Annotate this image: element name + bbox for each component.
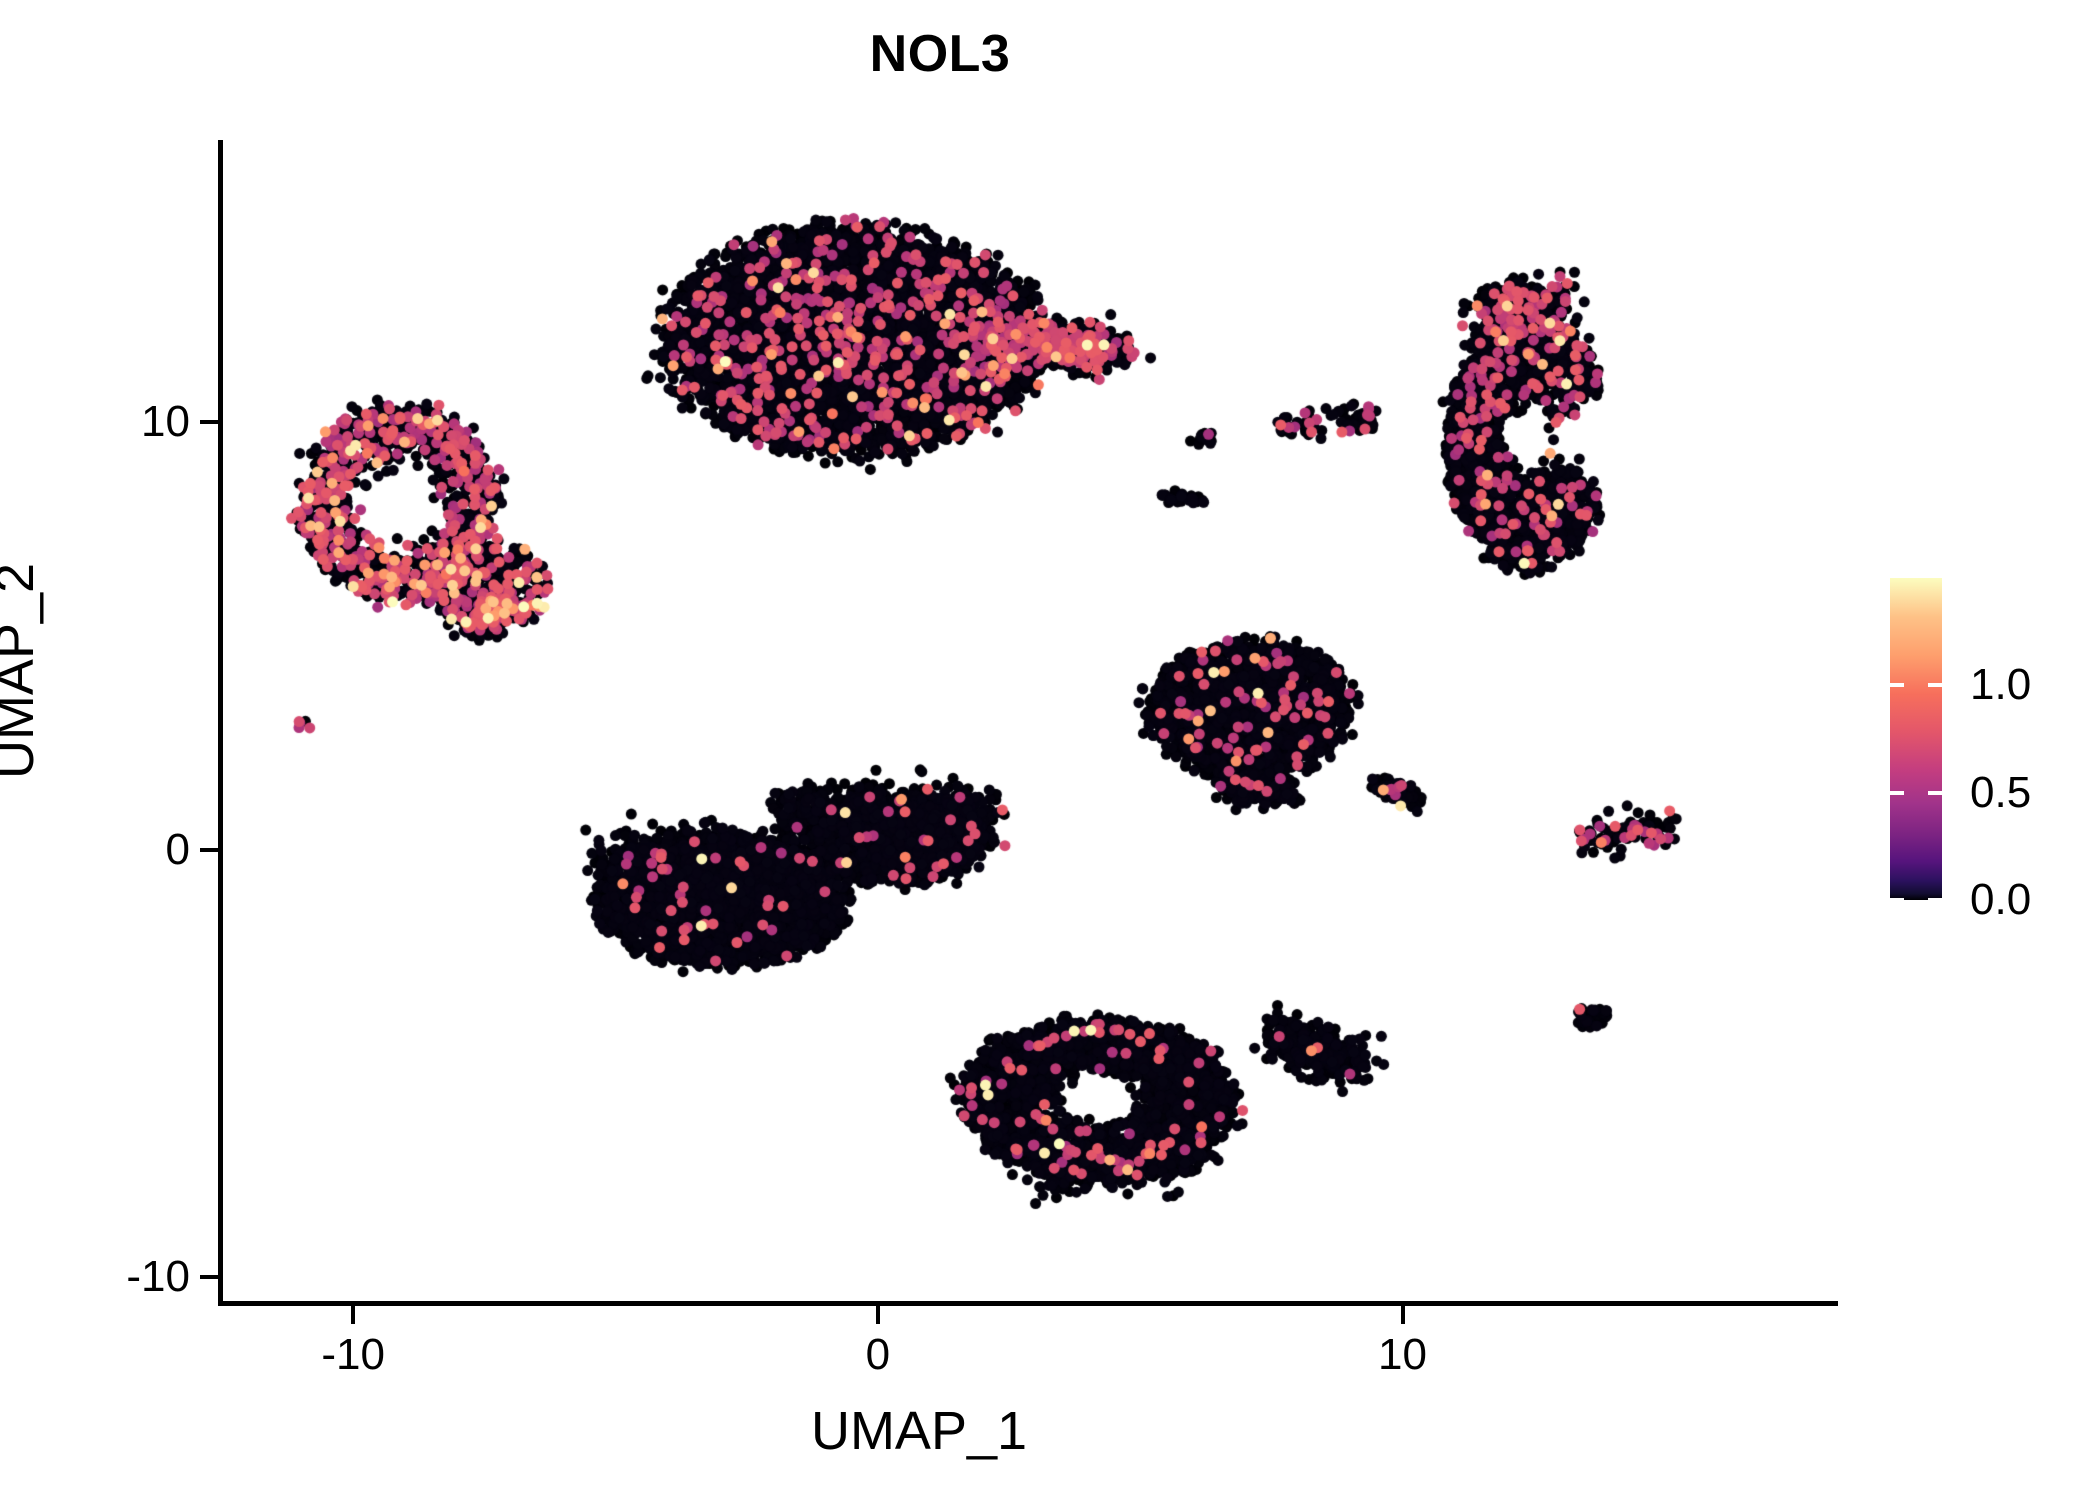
- colorbar-tick-mark: [1890, 790, 1904, 795]
- x-tick-mark: [1400, 1306, 1405, 1324]
- scatter-canvas-wrap: [222, 140, 1838, 1303]
- x-tick-label: 0: [865, 1330, 891, 1379]
- x-tick-label: 10: [1378, 1330, 1427, 1379]
- colorbar-tick-mark: [1890, 683, 1904, 688]
- colorbar-tick-mark: [1928, 898, 1942, 902]
- y-tick-mark: [200, 1275, 218, 1280]
- x-axis-label: UMAP_1: [810, 1401, 1028, 1461]
- colorbar-tick-mark: [1928, 683, 1942, 688]
- plot-panel: [222, 140, 1838, 1303]
- colorbar-gradient: [1890, 578, 1942, 900]
- page-title: NOL3: [869, 25, 1011, 83]
- x-tick-mark: [875, 1306, 880, 1324]
- colorbar-tick-label: 0.5: [1970, 767, 2032, 817]
- y-tick-label: 0: [165, 824, 190, 874]
- x-tick-mark: [351, 1306, 356, 1324]
- y-tick-mark: [200, 420, 218, 425]
- colorbar-tick-label: 0.0: [1970, 875, 2032, 924]
- y-axis-label: UMAP_2: [0, 562, 45, 780]
- colorbar-tick-label: 1.0: [1970, 660, 2032, 710]
- y-tick-label: 10: [141, 397, 190, 447]
- colorbar-tick-mark: [1890, 898, 1904, 902]
- colorbar-tick-mark: [1928, 790, 1942, 795]
- colorbar-legend: 1.0 0.5 0.0: [1890, 578, 2080, 924]
- x-axis-line: [218, 1301, 1838, 1306]
- y-tick-mark: [200, 847, 218, 852]
- y-tick-label: -10: [126, 1252, 190, 1302]
- umap-scatter-canvas: [222, 140, 1838, 1303]
- x-tick-label: -10: [321, 1330, 385, 1379]
- y-axis-line: [218, 140, 223, 1306]
